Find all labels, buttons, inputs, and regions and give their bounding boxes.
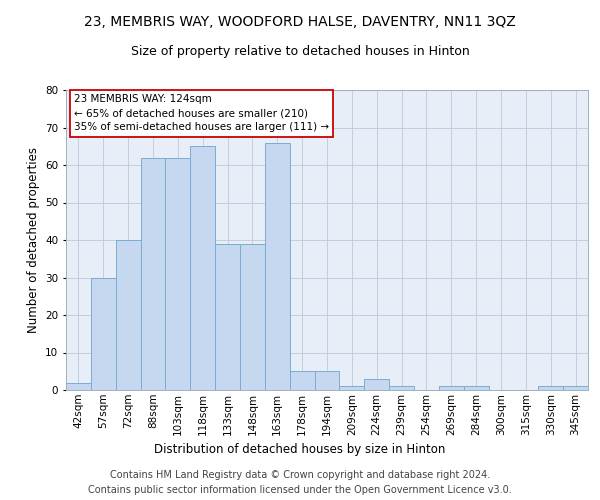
Bar <box>364 379 389 390</box>
Bar <box>439 386 464 390</box>
Text: Distribution of detached houses by size in Hinton: Distribution of detached houses by size … <box>154 442 446 456</box>
Bar <box>240 244 265 390</box>
Bar <box>91 278 116 390</box>
Bar <box>389 386 414 390</box>
Bar <box>116 240 140 390</box>
Bar <box>215 244 240 390</box>
Text: Contains public sector information licensed under the Open Government Licence v3: Contains public sector information licen… <box>88 485 512 495</box>
Text: Contains HM Land Registry data © Crown copyright and database right 2024.: Contains HM Land Registry data © Crown c… <box>110 470 490 480</box>
Y-axis label: Number of detached properties: Number of detached properties <box>26 147 40 333</box>
Bar <box>538 386 563 390</box>
Bar <box>190 146 215 390</box>
Bar <box>563 386 588 390</box>
Bar <box>290 371 314 390</box>
Bar <box>340 386 364 390</box>
Text: 23, MEMBRIS WAY, WOODFORD HALSE, DAVENTRY, NN11 3QZ: 23, MEMBRIS WAY, WOODFORD HALSE, DAVENTR… <box>84 15 516 29</box>
Bar <box>464 386 488 390</box>
Text: 23 MEMBRIS WAY: 124sqm
← 65% of detached houses are smaller (210)
35% of semi-de: 23 MEMBRIS WAY: 124sqm ← 65% of detached… <box>74 94 329 132</box>
Bar <box>314 371 340 390</box>
Bar <box>66 382 91 390</box>
Bar <box>166 158 190 390</box>
Bar <box>140 158 166 390</box>
Text: Size of property relative to detached houses in Hinton: Size of property relative to detached ho… <box>131 45 469 58</box>
Bar <box>265 142 290 390</box>
